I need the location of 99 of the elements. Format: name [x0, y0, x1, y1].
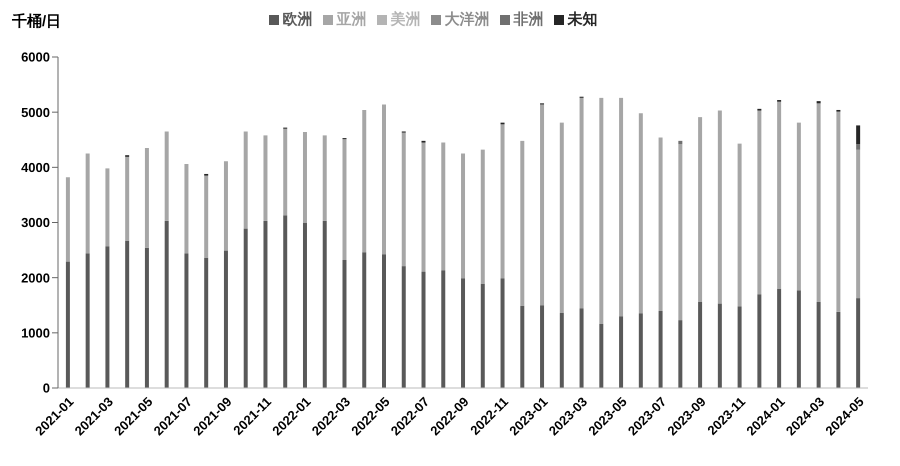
bar — [322, 135, 327, 221]
bar — [678, 144, 682, 320]
bar — [164, 220, 169, 388]
bar — [382, 104, 386, 254]
bar — [580, 308, 584, 388]
bar — [480, 284, 485, 388]
bar — [461, 278, 466, 388]
bar — [461, 154, 466, 278]
bar — [125, 240, 130, 388]
bar — [816, 103, 821, 302]
bar — [836, 312, 840, 388]
bar — [540, 305, 544, 388]
bar — [599, 324, 604, 388]
bar — [422, 142, 426, 272]
bar — [738, 306, 742, 388]
bar — [777, 288, 782, 388]
legend-label: 亚洲 — [336, 11, 366, 28]
bar — [856, 150, 860, 298]
bar — [480, 150, 485, 284]
y-tick-label: 2000 — [21, 270, 50, 286]
bar — [86, 253, 90, 388]
bar — [144, 148, 149, 248]
bar — [105, 168, 110, 246]
bar — [402, 132, 406, 266]
y-axis-title: 千桶/日 — [12, 12, 62, 31]
bar — [204, 176, 208, 258]
legend-label: 欧洲 — [282, 11, 312, 28]
bar — [796, 290, 801, 388]
bar — [698, 302, 702, 388]
bar — [441, 142, 446, 270]
y-tick-label: 1000 — [21, 325, 50, 340]
bar — [184, 164, 188, 254]
bar — [796, 122, 801, 290]
y-tick-label: 5000 — [21, 104, 50, 120]
bar — [638, 314, 643, 388]
bar — [342, 260, 346, 388]
bar — [560, 122, 564, 313]
bar — [560, 312, 564, 388]
bar — [302, 223, 307, 388]
bar — [263, 220, 268, 388]
bar — [441, 270, 446, 388]
bar — [382, 254, 386, 388]
bar — [362, 110, 366, 252]
y-tick-label: 3000 — [21, 215, 50, 230]
bar — [619, 98, 624, 316]
bar — [738, 144, 742, 306]
bar — [86, 154, 90, 254]
bar — [144, 248, 149, 388]
legend-label: 未知 — [568, 11, 598, 28]
bar — [66, 262, 70, 388]
bar — [283, 128, 288, 216]
bar — [402, 266, 406, 388]
bar — [342, 139, 346, 260]
bar — [224, 161, 228, 251]
bar — [619, 316, 624, 388]
bar — [816, 302, 821, 388]
bar — [164, 131, 169, 221]
bar — [302, 132, 307, 224]
bar — [718, 110, 722, 304]
y-tick-label: 0 — [42, 380, 50, 396]
bar — [658, 138, 663, 311]
bar — [244, 131, 248, 229]
bar — [698, 117, 702, 302]
bar — [856, 144, 860, 150]
bar — [678, 140, 682, 144]
bar — [322, 220, 327, 388]
bar — [283, 215, 288, 388]
bar — [422, 272, 426, 388]
bar — [500, 278, 505, 388]
legend-label: 美洲 — [390, 11, 420, 28]
bar — [540, 104, 544, 306]
bar — [856, 298, 860, 388]
bar — [125, 156, 130, 241]
bar — [66, 177, 70, 262]
legend-label: 非洲 — [514, 11, 544, 28]
bar — [500, 124, 505, 278]
bar — [777, 102, 782, 289]
bar — [263, 135, 268, 221]
bar — [204, 258, 208, 388]
bar — [678, 320, 682, 388]
bar — [520, 140, 524, 306]
bar — [638, 113, 643, 314]
bar — [362, 252, 366, 388]
bar — [224, 250, 228, 388]
bar — [520, 306, 524, 388]
bar — [244, 228, 248, 388]
bar — [105, 246, 110, 388]
bar — [658, 310, 663, 388]
bar — [580, 98, 584, 309]
bar — [757, 110, 762, 294]
legend-label: 大洋洲 — [444, 11, 490, 28]
bar — [718, 304, 722, 388]
y-tick-label: 4000 — [21, 160, 50, 175]
bar — [856, 125, 860, 144]
bar — [599, 98, 604, 324]
bar — [836, 112, 840, 312]
y-tick-label: 6000 — [21, 50, 50, 65]
bar — [184, 253, 188, 388]
bar — [757, 294, 762, 388]
